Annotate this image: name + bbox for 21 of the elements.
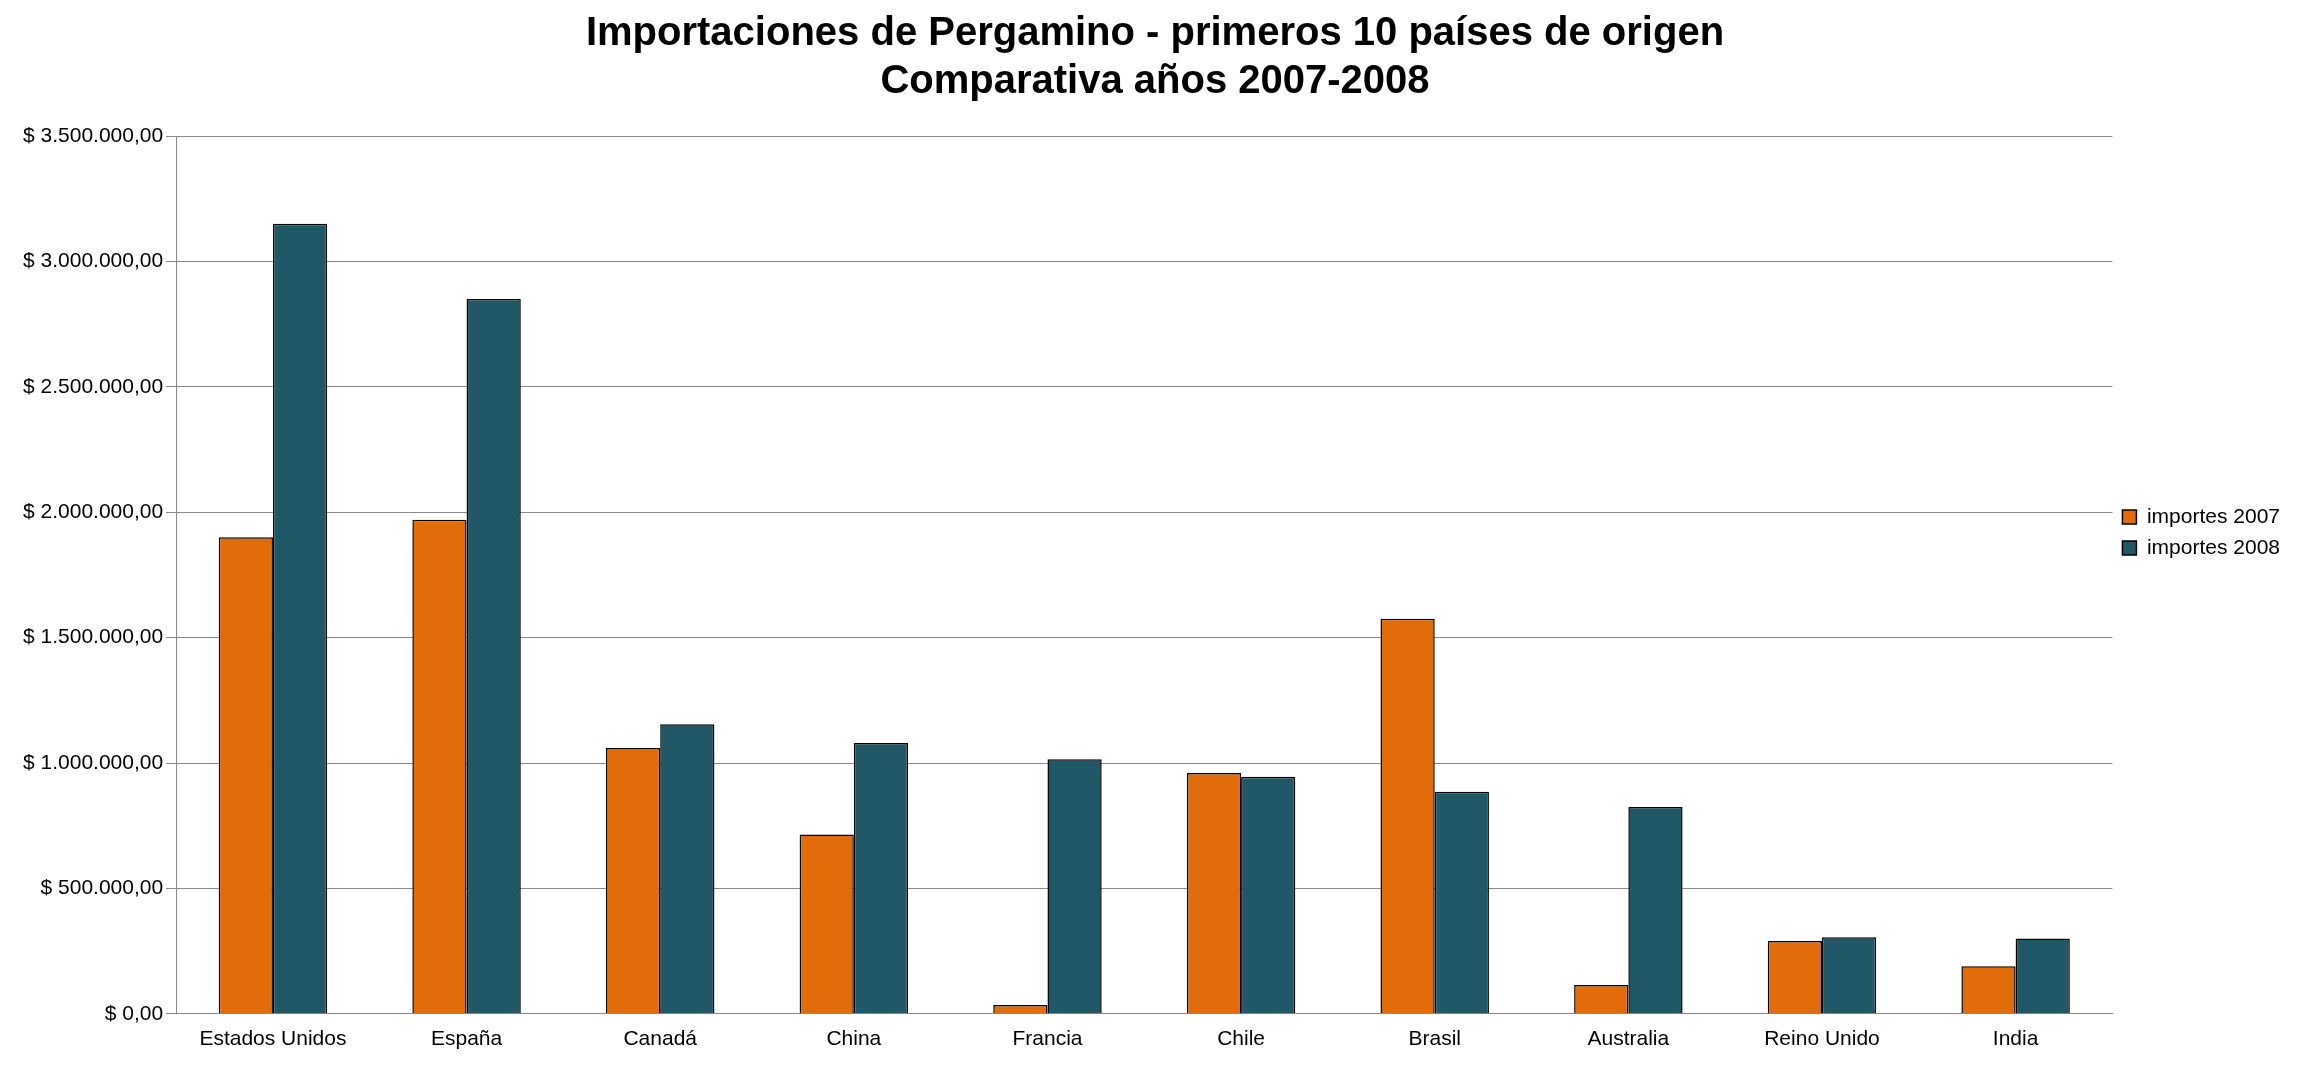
y-tick-label: $ 2.000.000,00 <box>22 499 164 522</box>
x-tick-label: España <box>430 1026 503 1050</box>
x-tick-label: Australia <box>1587 1026 1670 1050</box>
x-tick-label: Estados Unidos <box>199 1026 347 1050</box>
y-tick-label: $ 3.500.000,00 <box>22 122 164 146</box>
x-tick-label: Brasil <box>1408 1026 1461 1050</box>
chart-title: Importaciones de Pergamino - primeros 10 países de origen Comparativa años 2007-2008 <box>585 9 1725 102</box>
y-tick-label: $ 2.500.000,00 <box>22 373 164 397</box>
x-tick-label: India <box>1992 1026 2039 1050</box>
y-tick-label: $ 1.500.000,00 <box>22 624 164 648</box>
y-tick-label: $ 1.000.000,00 <box>22 749 164 773</box>
x-tick-label: Canadá <box>623 1026 698 1050</box>
y-tick-label: $ 3.000.000,00 <box>22 248 164 272</box>
y-tick-label: $ 500.000,00 <box>40 875 164 899</box>
x-tick-label: Francia <box>1012 1026 1083 1050</box>
x-tick-label: Chile <box>1217 1026 1266 1050</box>
x-tick-label: Reino Unido <box>1764 1026 1880 1050</box>
y-tick-label: $ 0,00 <box>104 1000 164 1024</box>
x-tick-label: China <box>826 1026 882 1050</box>
legend-label: importes 2008 <box>2146 534 2280 558</box>
legend-label: importes 2007 <box>2146 503 2280 527</box>
